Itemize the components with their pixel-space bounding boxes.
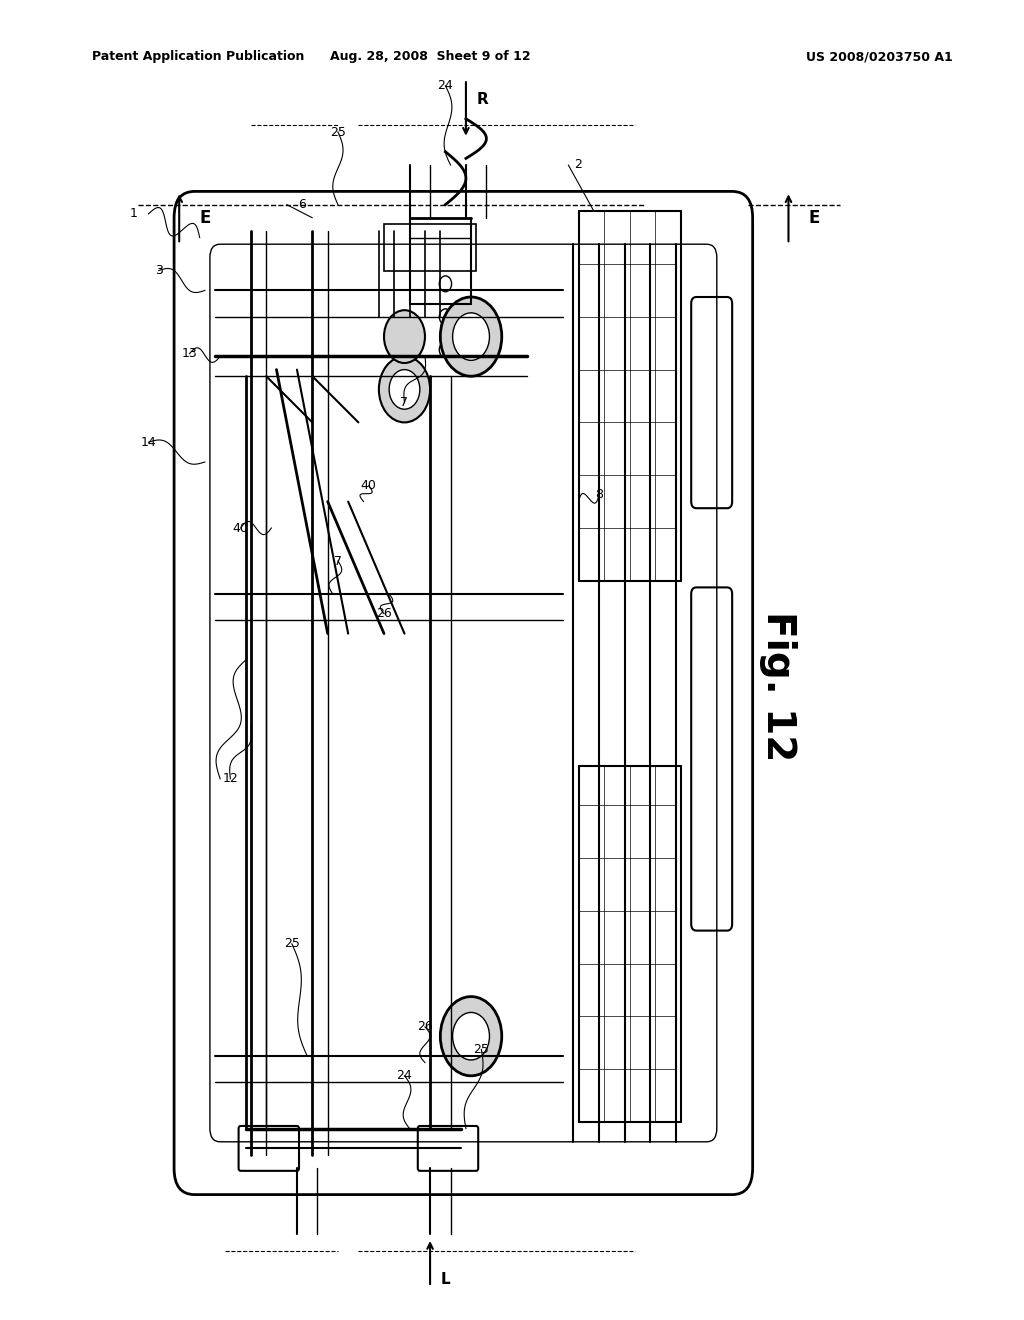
Text: 8: 8 (595, 488, 603, 502)
Circle shape (453, 1012, 489, 1060)
Text: L: L (440, 1272, 450, 1287)
Text: 13: 13 (181, 347, 198, 360)
Circle shape (439, 309, 452, 325)
Text: 40: 40 (360, 479, 377, 492)
Text: 24: 24 (396, 1069, 413, 1082)
Text: 12: 12 (222, 772, 239, 785)
Text: 6: 6 (298, 198, 306, 211)
Text: 40: 40 (232, 521, 249, 535)
Text: 25: 25 (473, 1043, 489, 1056)
Text: 26: 26 (417, 1020, 433, 1034)
Text: 3: 3 (155, 264, 163, 277)
Text: Patent Application Publication: Patent Application Publication (92, 50, 304, 63)
Text: E: E (809, 209, 820, 227)
Text: 25: 25 (284, 937, 300, 950)
Text: E: E (200, 209, 211, 227)
Circle shape (453, 313, 489, 360)
Circle shape (439, 276, 452, 292)
Circle shape (439, 342, 452, 358)
Text: 1: 1 (129, 207, 137, 220)
Circle shape (440, 997, 502, 1076)
Text: Aug. 28, 2008  Sheet 9 of 12: Aug. 28, 2008 Sheet 9 of 12 (330, 50, 530, 63)
Circle shape (389, 370, 420, 409)
Text: Fig. 12: Fig. 12 (759, 611, 798, 762)
Text: 7: 7 (334, 554, 342, 568)
Circle shape (440, 297, 502, 376)
Text: US 2008/0203750 A1: US 2008/0203750 A1 (806, 50, 952, 63)
Circle shape (384, 310, 425, 363)
Text: R: R (476, 92, 487, 107)
Text: 26: 26 (376, 607, 392, 620)
Text: 14: 14 (140, 436, 157, 449)
Text: 2: 2 (574, 158, 583, 172)
Text: 7: 7 (400, 396, 409, 409)
Circle shape (379, 356, 430, 422)
Text: 25: 25 (330, 125, 346, 139)
Text: 24: 24 (437, 79, 454, 92)
